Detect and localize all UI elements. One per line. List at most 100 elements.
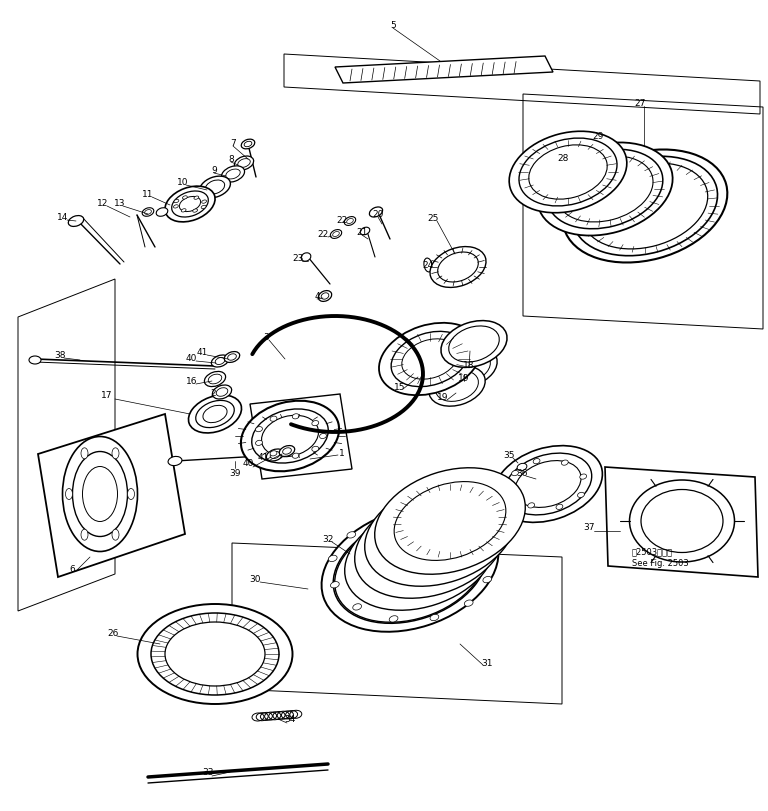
Text: 40: 40 <box>185 353 197 362</box>
Ellipse shape <box>81 530 88 541</box>
Ellipse shape <box>234 157 253 171</box>
Ellipse shape <box>188 396 241 433</box>
Ellipse shape <box>174 200 179 204</box>
Ellipse shape <box>168 457 182 466</box>
Ellipse shape <box>329 556 337 562</box>
Text: 18: 18 <box>463 360 475 369</box>
Ellipse shape <box>333 515 487 624</box>
Ellipse shape <box>441 321 507 368</box>
Ellipse shape <box>180 197 200 212</box>
Ellipse shape <box>270 452 280 459</box>
Text: 25: 25 <box>427 213 439 222</box>
Text: 24: 24 <box>422 260 434 269</box>
Text: 2: 2 <box>210 388 216 397</box>
Ellipse shape <box>515 461 581 508</box>
Ellipse shape <box>528 503 535 508</box>
Ellipse shape <box>517 464 527 471</box>
Text: 4: 4 <box>314 291 319 300</box>
Ellipse shape <box>529 146 607 200</box>
Ellipse shape <box>204 372 226 387</box>
Ellipse shape <box>201 206 206 209</box>
Ellipse shape <box>142 208 154 217</box>
Text: 8: 8 <box>228 154 234 163</box>
Ellipse shape <box>481 551 489 556</box>
Ellipse shape <box>572 157 717 256</box>
Ellipse shape <box>319 434 326 439</box>
Ellipse shape <box>360 228 369 235</box>
Ellipse shape <box>280 446 295 457</box>
Ellipse shape <box>208 375 222 384</box>
Ellipse shape <box>200 177 230 199</box>
Ellipse shape <box>509 489 516 495</box>
Ellipse shape <box>65 489 72 500</box>
Ellipse shape <box>556 504 563 510</box>
Text: 41: 41 <box>257 453 269 462</box>
Text: 20: 20 <box>372 209 384 218</box>
Ellipse shape <box>402 340 458 380</box>
Ellipse shape <box>365 480 515 586</box>
Ellipse shape <box>202 200 207 204</box>
Ellipse shape <box>312 421 319 427</box>
Ellipse shape <box>241 140 255 150</box>
Ellipse shape <box>312 447 319 452</box>
Ellipse shape <box>505 453 591 515</box>
Ellipse shape <box>112 530 119 541</box>
Ellipse shape <box>266 449 283 461</box>
Text: 22: 22 <box>336 215 348 224</box>
Ellipse shape <box>293 414 300 419</box>
Ellipse shape <box>174 205 178 208</box>
Ellipse shape <box>183 196 187 200</box>
Ellipse shape <box>72 452 127 537</box>
Ellipse shape <box>256 427 263 432</box>
Ellipse shape <box>389 616 398 622</box>
Text: 7: 7 <box>230 139 236 148</box>
Ellipse shape <box>354 530 466 609</box>
Ellipse shape <box>270 417 277 422</box>
Text: 11: 11 <box>142 189 154 198</box>
Text: 41: 41 <box>197 347 207 356</box>
Ellipse shape <box>194 197 199 200</box>
Text: 15: 15 <box>394 382 406 391</box>
Text: 10: 10 <box>177 178 189 187</box>
Ellipse shape <box>262 416 319 457</box>
Ellipse shape <box>217 388 228 397</box>
Ellipse shape <box>193 210 197 213</box>
Text: 29: 29 <box>592 131 604 140</box>
Ellipse shape <box>435 371 478 402</box>
Text: 38: 38 <box>55 350 66 359</box>
Ellipse shape <box>538 144 673 236</box>
Ellipse shape <box>293 453 300 459</box>
Ellipse shape <box>641 490 723 553</box>
Ellipse shape <box>205 181 225 195</box>
Ellipse shape <box>438 253 478 283</box>
Ellipse shape <box>68 217 84 227</box>
Text: 6: 6 <box>69 564 74 573</box>
Ellipse shape <box>557 157 653 223</box>
Ellipse shape <box>353 604 362 611</box>
Text: 13: 13 <box>114 198 126 208</box>
Ellipse shape <box>82 467 118 521</box>
Text: 36: 36 <box>516 468 528 477</box>
Text: 31: 31 <box>482 658 493 667</box>
Ellipse shape <box>318 291 332 302</box>
Ellipse shape <box>394 482 506 560</box>
Text: 3: 3 <box>263 332 269 341</box>
Text: 37: 37 <box>583 523 594 532</box>
Ellipse shape <box>244 142 252 148</box>
Ellipse shape <box>547 150 663 230</box>
Ellipse shape <box>321 294 329 300</box>
Ellipse shape <box>330 230 342 239</box>
Text: 28: 28 <box>558 153 568 162</box>
Ellipse shape <box>465 600 473 607</box>
Ellipse shape <box>347 532 356 539</box>
Ellipse shape <box>630 480 734 562</box>
Ellipse shape <box>333 232 339 238</box>
Polygon shape <box>605 467 758 577</box>
Ellipse shape <box>494 446 602 523</box>
Ellipse shape <box>330 581 339 588</box>
Text: 19: 19 <box>458 373 470 382</box>
Text: 30: 30 <box>250 574 261 583</box>
Text: 26: 26 <box>108 629 119 637</box>
Ellipse shape <box>112 448 119 459</box>
Ellipse shape <box>375 468 525 574</box>
